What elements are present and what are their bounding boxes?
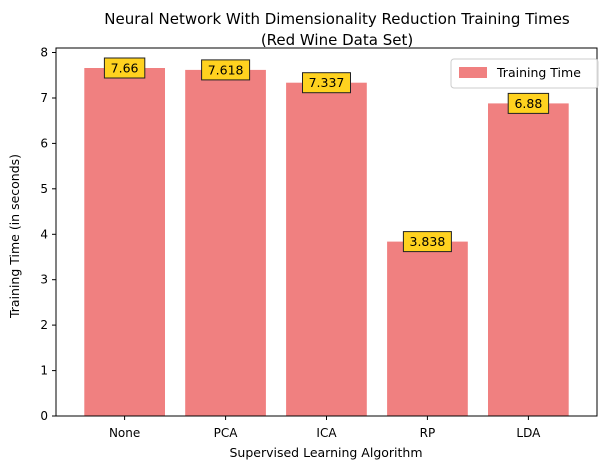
bar-rp — [387, 241, 468, 416]
data-label-pca: 7.618 — [201, 59, 251, 81]
x-tick-label: None — [109, 426, 140, 440]
data-label-box — [103, 57, 146, 79]
y-tick-label: 7 — [40, 91, 48, 105]
data-labels-layer: 7.66 7.618 7.337 3.838 6.88 — [103, 57, 550, 253]
plot-frame — [55, 47, 598, 417]
data-label-rp: 3.838 — [402, 231, 452, 253]
data-label-box — [201, 59, 251, 81]
y-tick-label: 4 — [40, 227, 48, 241]
bar-lda — [488, 103, 569, 417]
x-tick-label: RP — [420, 426, 436, 440]
x-tick-label: LDA — [516, 426, 541, 440]
data-label-box — [302, 72, 351, 94]
chart-subtitle: (Red Wine Data Set) — [261, 31, 413, 49]
data-label-none: 7.66 — [103, 57, 146, 79]
data-label-text: 3.838 — [410, 234, 446, 249]
x-tick-label: PCA — [214, 426, 239, 440]
bar-pca — [185, 69, 266, 417]
legend: Training Time — [450, 58, 599, 89]
x-axis-label: Supervised Learning Algorithm — [229, 445, 422, 460]
legend-frame — [450, 58, 599, 89]
data-label-text: 7.618 — [208, 62, 244, 77]
y-tick-label: 1 — [40, 364, 48, 378]
data-label-box — [402, 231, 452, 253]
y-axis-label: Training Time (in seconds) — [7, 154, 22, 319]
y-tick-label: 5 — [40, 182, 48, 196]
legend-label: Training Time — [496, 65, 581, 80]
y-tick-label: 3 — [40, 273, 48, 287]
axes-layer: None PCA ICA RP LDA 0 1 2 3 4 5 6 7 8 — [40, 46, 598, 440]
data-label-text: 7.66 — [111, 61, 139, 76]
chart-title: Neural Network With Dimensionality Reduc… — [104, 10, 570, 28]
y-tick-label: 8 — [40, 46, 48, 60]
bars-layer — [84, 68, 569, 417]
bar-none — [84, 68, 165, 416]
data-label-box — [507, 92, 550, 114]
y-tick-label: 2 — [40, 318, 48, 332]
data-label-lda: 6.88 — [507, 92, 550, 114]
x-tick-label: ICA — [316, 426, 337, 440]
data-label-ica: 7.337 — [302, 72, 351, 94]
data-label-text: 6.88 — [514, 96, 542, 111]
legend-swatch — [459, 67, 487, 78]
data-label-text: 7.337 — [309, 75, 345, 90]
bar-ica — [286, 82, 367, 416]
y-tick-label: 6 — [40, 136, 48, 150]
y-tick-label: 0 — [40, 409, 48, 423]
